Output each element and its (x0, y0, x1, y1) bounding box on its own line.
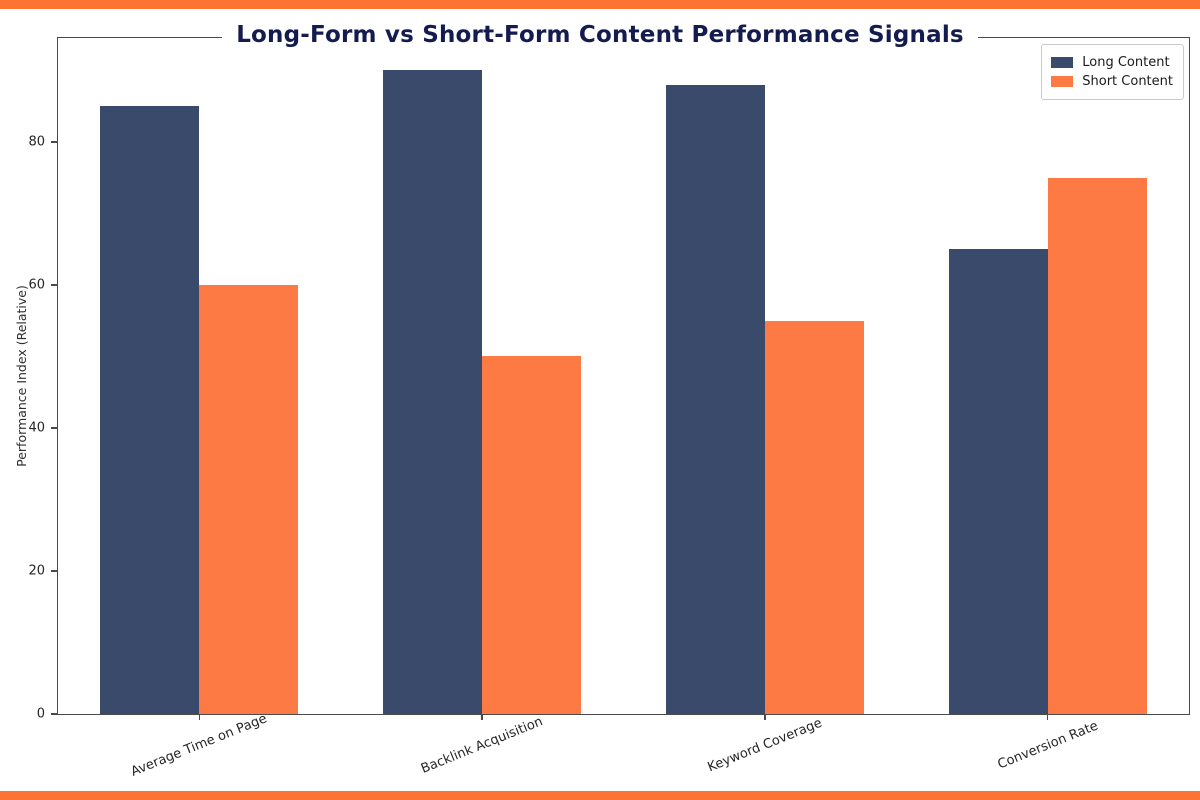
x-tick-label: Keyword Coverage (705, 715, 825, 776)
bar-long-content (948, 249, 1048, 714)
bar-short-content (764, 320, 864, 714)
bar-long-content (665, 84, 765, 714)
x-tick-label: Backlink Acquisition (419, 714, 546, 777)
x-tick-mark (764, 714, 766, 720)
chart-figure: Long-Form vs Short-Form Content Performa… (0, 9, 1200, 791)
bar-long-content (100, 105, 200, 714)
y-tick-label: 0 (36, 706, 45, 722)
bar-short-content (482, 356, 582, 714)
y-tick-label: 20 (28, 563, 45, 579)
x-tick-mark (481, 714, 483, 720)
y-tick-mark (51, 713, 57, 715)
top-accent-bar (0, 0, 1200, 9)
y-tick-mark (51, 140, 57, 143)
legend: Long Content Short Content (1041, 44, 1184, 100)
bar-short-content (199, 284, 299, 714)
legend-label-long-content: Long Content (1082, 55, 1170, 70)
bar-long-content (383, 70, 483, 714)
y-tick-mark (51, 427, 57, 429)
x-tick-label: Conversion Rate (995, 718, 1100, 773)
y-tick-mark (51, 570, 57, 572)
legend-label-short-content: Short Content (1082, 74, 1173, 89)
y-tick-label: 40 (28, 420, 45, 436)
y-axis-label: Performance Index (Relative) (14, 285, 29, 467)
legend-swatch-short-content (1051, 76, 1074, 87)
bar-short-content (1047, 177, 1147, 714)
legend-item-long-content: Long Content (1051, 54, 1173, 71)
legend-swatch-long-content (1051, 57, 1074, 68)
chart-title: Long-Form vs Short-Form Content Performa… (0, 20, 1200, 50)
legend-item-short-content: Short Content (1051, 73, 1173, 90)
y-tick-label: 80 (28, 134, 45, 150)
x-tick-mark (198, 714, 201, 720)
chart-title-text: Long-Form vs Short-Form Content Performa… (222, 20, 978, 50)
plot-area: 0 20 40 60 80 Average Time on Page Backlink A… (28, 37, 1190, 780)
y-tick-mark (51, 283, 57, 286)
y-tick-label: 60 (28, 277, 45, 293)
bottom-accent-bar (0, 791, 1200, 800)
x-tick-label: Average Time on Page (129, 711, 270, 780)
x-tick-mark (1046, 714, 1049, 720)
